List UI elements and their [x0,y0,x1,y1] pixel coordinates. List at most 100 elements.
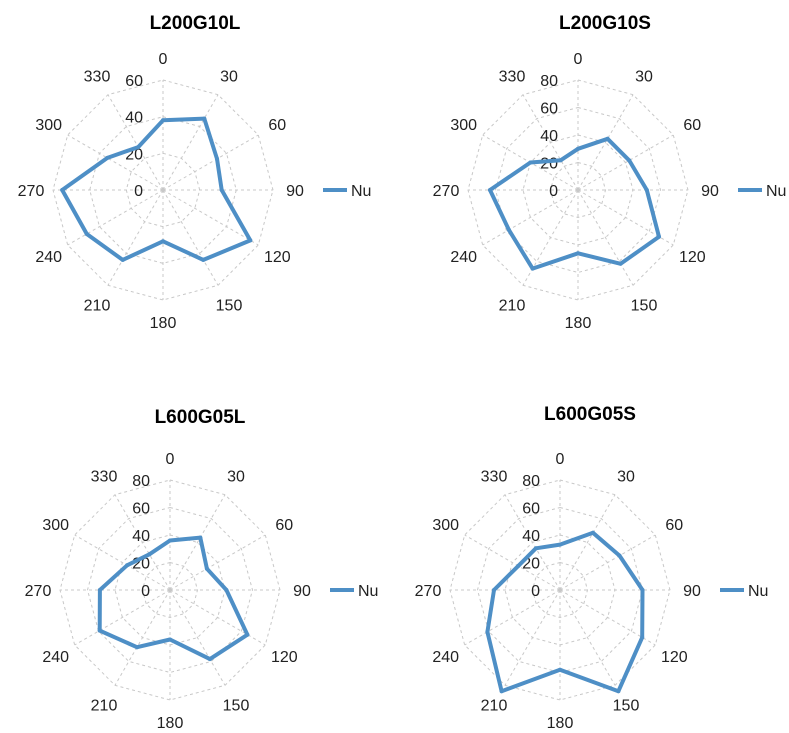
angle-label: 30 [220,69,238,86]
grid-spoke [577,189,634,286]
radial-tick-label: 40 [540,128,558,145]
series-line-nu [97,535,250,662]
radial-tick-label: 0 [141,583,150,600]
data-point [201,257,206,262]
angle-label: 60 [665,517,683,534]
data-point [60,188,65,192]
radial-tick-label: 60 [540,101,558,118]
data-point [499,689,504,694]
data-point [202,116,207,121]
angle-label: 240 [450,249,477,266]
data-point [506,227,511,232]
data-point [558,158,563,163]
chart-title: L200G10S [559,13,651,34]
grid-spoke [559,589,616,686]
grid-spoke [67,134,164,191]
data-point [161,118,165,123]
grid-spoke [504,494,561,591]
grid-spoke [74,589,171,646]
data-point [492,588,496,592]
angle-label: 330 [481,469,508,486]
angle-label: 30 [635,69,653,86]
angle-label: 90 [701,183,719,200]
angle-label: 180 [157,715,184,732]
data-point [84,232,89,236]
radial-tick-label: 40 [132,528,150,545]
grid-ring [86,506,254,674]
data-point [640,635,645,640]
angle-label: 300 [35,117,62,134]
data-point [605,136,610,141]
data-point [97,628,102,633]
data-point [576,146,580,151]
angle-label: 210 [499,297,526,314]
angle-label: 240 [35,249,62,266]
angle-label: 30 [227,469,245,486]
angle-label: 180 [150,315,177,332]
radar-plot: 0306090120150180210240270300330020406080… [433,51,787,332]
chart-title: L600G05L [155,407,246,428]
data-point [576,251,580,256]
grid-spoke [577,94,634,191]
angle-label: 60 [268,117,286,134]
grid-spoke [162,94,219,191]
chart-l600g05l: L600G05L 0 30 60 90 120 150 180 210 240 270 300 330… [25,407,379,732]
angle-label: 150 [631,297,658,314]
angle-label: 60 [275,517,293,534]
data-point [533,546,538,551]
angle-label: 90 [286,183,304,200]
grid-spoke [559,589,656,646]
chart-l200g10l: L200G10L 0 30 60 90 120 150 180 210 240 270 300 330… [18,13,372,332]
angle-label: 90 [293,583,311,600]
radial-tick-label: 60 [522,501,540,518]
grid-spoke [464,589,561,646]
grid-spoke [577,134,674,191]
radar-plot: 0306090120150180210240270300330020406080… [25,451,379,732]
grid-spoke [522,189,579,286]
angle-label: 180 [565,315,592,332]
grid-spoke [464,534,561,591]
chart-title: L200G10L [150,13,241,34]
angle-label: 0 [159,51,168,68]
data-point [248,238,253,243]
data-point [125,563,130,568]
radial-tick-label: 80 [132,473,150,490]
angle-label: 270 [415,583,442,600]
angle-label: 330 [91,469,118,486]
angle-label: 120 [264,249,291,266]
radial-tick-label: 0 [549,183,558,200]
data-point [136,145,141,150]
legend-label: Nu [351,183,371,200]
angle-label: 300 [42,517,69,534]
data-point [657,234,661,239]
chart-title: L600G05S [544,404,636,425]
angle-label: 240 [42,649,69,666]
grid-ring [549,161,607,219]
grid-spoke [162,189,259,246]
angle-label: 300 [450,117,477,134]
grid-ring [531,561,589,619]
data-point [644,188,649,192]
angle-label: 0 [574,51,583,68]
data-point [617,553,622,558]
angle-label: 0 [556,451,565,468]
data-point [627,158,632,163]
data-point [215,156,219,161]
radial-tick-label: 80 [540,73,558,90]
angle-label: 300 [432,517,459,534]
radial-tick-label: 0 [531,583,540,600]
data-point [219,188,224,192]
data-point [591,530,595,535]
data-point [207,657,212,662]
data-point [558,667,562,672]
chart-l600g05s: L600G05S 0 30 60 90 120 150 180 210 240 270 300 330… [415,404,769,732]
angle-label: 120 [271,649,298,666]
radar-plot: 0306090120150180210240270300330020406080… [415,451,769,732]
grid-spoke [504,589,561,686]
grid-spoke [482,189,579,246]
data-point [120,257,125,262]
grid-spoke [67,189,164,246]
angle-label: 150 [223,697,250,714]
data-point [198,535,203,540]
